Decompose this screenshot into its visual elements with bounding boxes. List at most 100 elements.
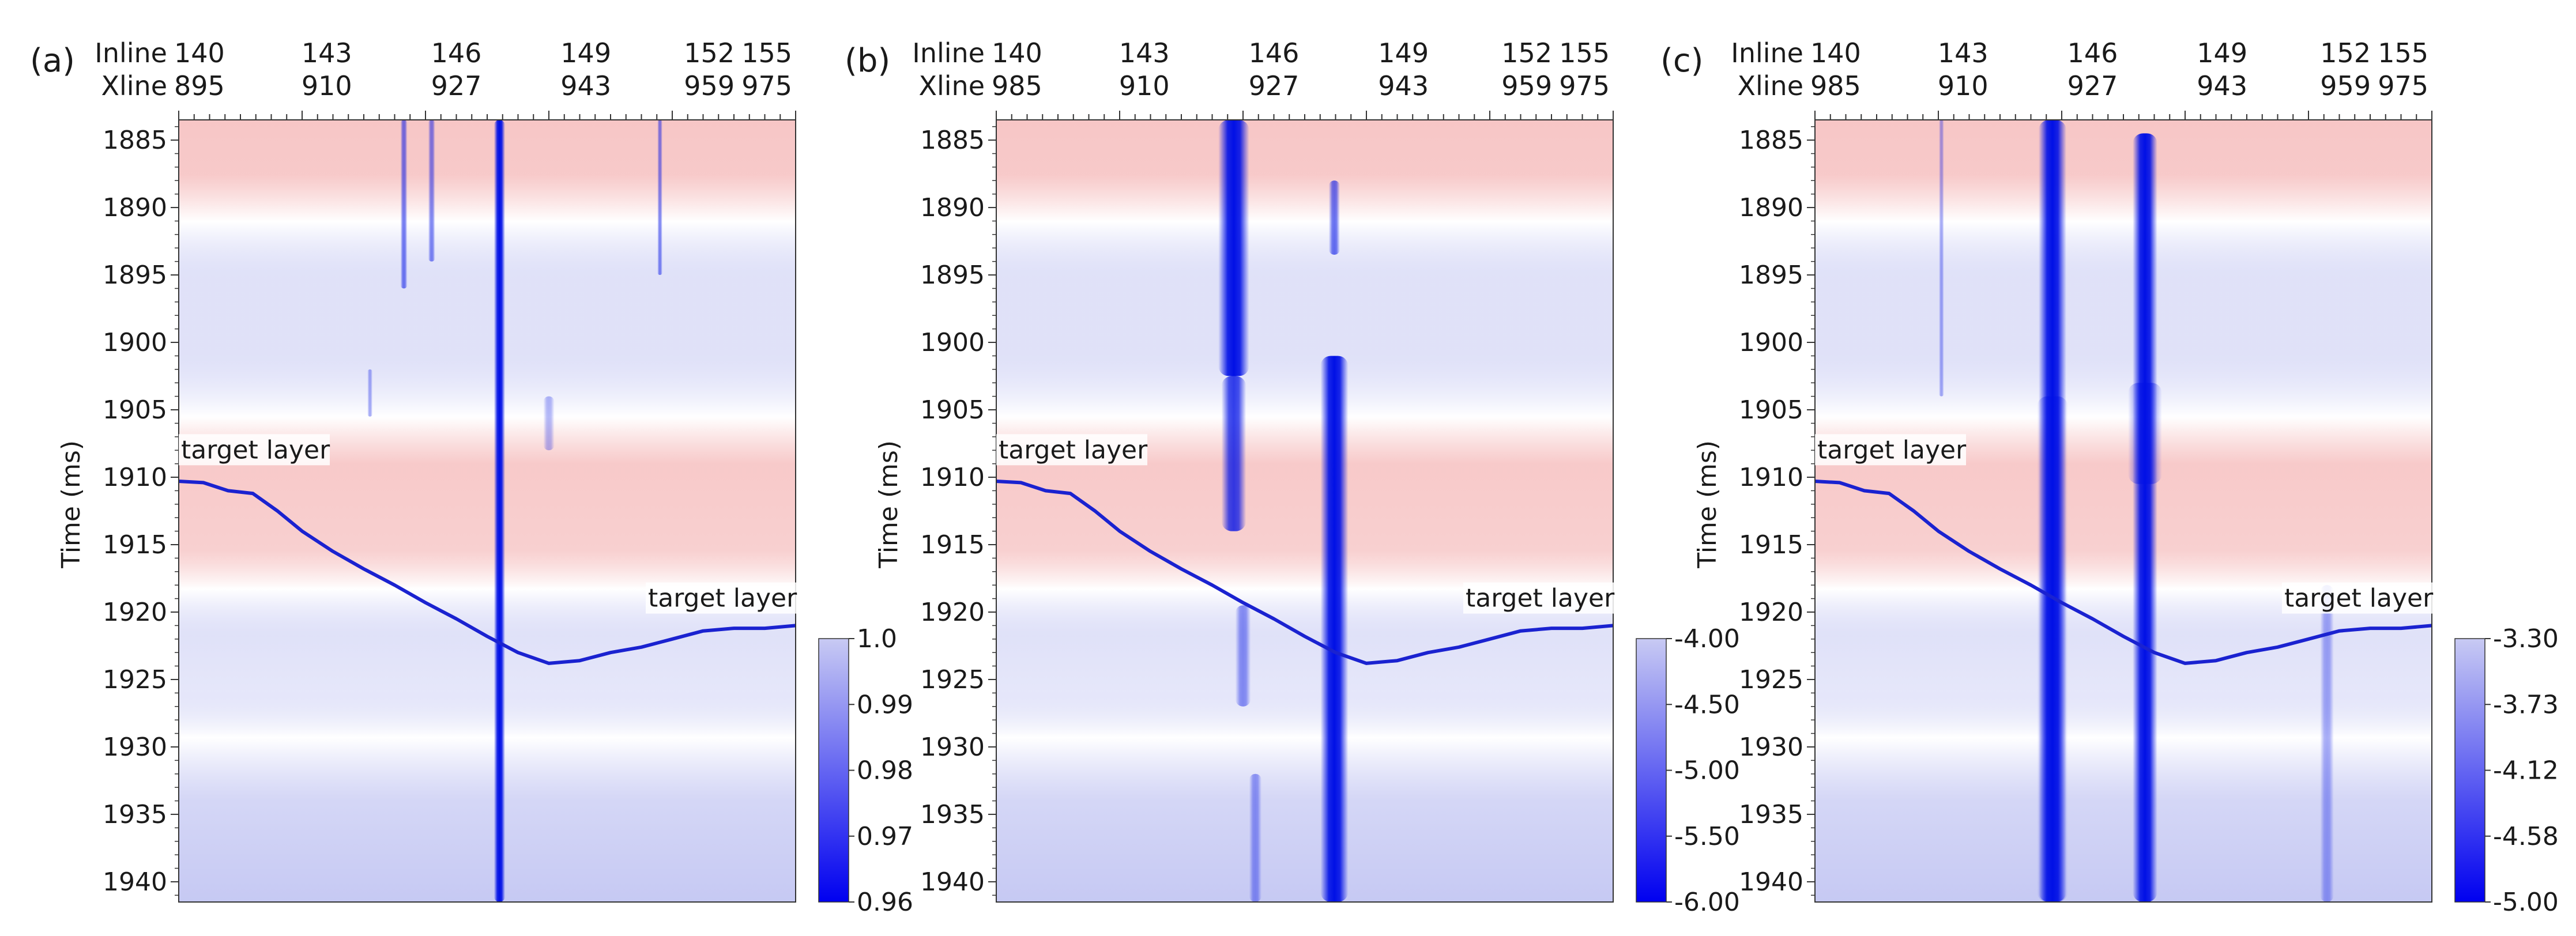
colorbar-tick-label: 0.97 <box>857 822 913 851</box>
colorbar-tick-label: -4.58 <box>2493 822 2559 851</box>
y-tick-label: 1920 <box>103 598 167 627</box>
x-tick-label: 152 <box>1501 37 1552 69</box>
heatmap-background <box>996 120 1613 902</box>
x-tick-label: 927 <box>431 70 482 101</box>
y-tick-label: 1910 <box>103 463 167 492</box>
y-axis-label: Time (ms) <box>1693 440 1722 569</box>
anomaly-column <box>1235 605 1251 707</box>
y-tick-label: 1930 <box>103 733 167 762</box>
anomaly-column <box>400 120 408 289</box>
x-tick-label: 152 <box>684 37 735 69</box>
x-tick-label: 975 <box>2378 70 2428 101</box>
y-tick-label: 1900 <box>1739 328 1803 357</box>
x-axis-row-name: Xline <box>918 70 985 101</box>
x-axis-row-name: Inline <box>95 37 167 69</box>
anomaly-column <box>1328 180 1340 255</box>
y-tick-label: 1920 <box>920 598 985 627</box>
y-tick-label: 1910 <box>920 463 985 492</box>
y-tick-label: 1940 <box>1739 867 1803 897</box>
colorbar-tick-label: 0.99 <box>857 690 913 719</box>
colorbar-tick-label: -5.00 <box>2493 888 2559 917</box>
target-layer-label-bg <box>646 582 798 614</box>
target-layer-label: target layer <box>999 435 1148 465</box>
y-tick-label: 1925 <box>103 665 167 695</box>
anomaly-column <box>657 120 662 275</box>
x-tick-label: 155 <box>2378 37 2428 69</box>
x-tick-label: 910 <box>1119 70 1170 101</box>
y-tick-label: 1900 <box>920 328 985 357</box>
x-tick-label: 985 <box>1810 70 1861 101</box>
anomaly-column <box>494 120 506 902</box>
colorbar-tick-label: 0.96 <box>857 888 913 917</box>
x-tick-label: 149 <box>2197 37 2247 69</box>
x-axis-row-name: Inline <box>912 37 985 69</box>
x-tick-label: 910 <box>302 70 352 101</box>
x-tick-label: 943 <box>560 70 611 101</box>
x-tick-label: 143 <box>1119 37 1170 69</box>
y-tick-label: 1925 <box>920 665 985 695</box>
x-tick-label: 927 <box>1249 70 1300 101</box>
y-tick-label: 1885 <box>920 126 985 155</box>
x-tick-label: 146 <box>431 37 482 69</box>
x-tick-label: 943 <box>1378 70 1429 101</box>
x-tick-label: 140 <box>992 37 1042 69</box>
panel-label: (c) <box>1660 42 1703 80</box>
y-tick-label: 1915 <box>920 530 985 560</box>
colorbar-tick-label: -4.12 <box>2493 756 2559 786</box>
x-tick-label: 140 <box>1810 37 1861 69</box>
y-tick-label: 1935 <box>103 800 167 829</box>
target-layer-label-bg <box>179 434 330 466</box>
y-tick-label: 1890 <box>920 193 985 222</box>
x-tick-label: 155 <box>1559 37 1610 69</box>
x-tick-label: 975 <box>1559 70 1610 101</box>
y-tick-label: 1895 <box>1739 261 1803 290</box>
colorbar-tick-label: -4.50 <box>1674 690 1740 719</box>
anomaly-column <box>2133 133 2157 903</box>
anomaly-column <box>1218 120 1249 376</box>
colorbar-tick-label: -3.30 <box>2493 624 2559 654</box>
colorbar <box>1636 638 1667 903</box>
x-tick-label: 943 <box>2197 70 2247 101</box>
y-tick-label: 1930 <box>920 733 985 762</box>
colorbar-tick-label: -5.00 <box>1674 756 1740 786</box>
x-tick-label: 975 <box>741 70 792 101</box>
y-tick-label: 1925 <box>1739 665 1803 695</box>
x-tick-label: 146 <box>2067 37 2118 69</box>
anomaly-column <box>2320 585 2334 902</box>
x-axis-row-name: Xline <box>1737 70 1803 101</box>
target-layer-horizon <box>178 480 796 665</box>
target-layer-horizon <box>996 480 1614 665</box>
anomaly-column <box>1320 356 1349 902</box>
y-axis-label: Time (ms) <box>874 440 903 569</box>
y-tick-label: 1935 <box>920 800 985 829</box>
y-tick-label: 1905 <box>920 395 985 425</box>
target-layer-label: target layer <box>2284 584 2434 613</box>
x-axis-row-name: Inline <box>1731 37 1803 69</box>
colorbar-tick-label: -4.00 <box>1674 624 1740 654</box>
x-tick-label: 959 <box>2320 70 2371 101</box>
target-layer-horizon <box>1814 480 2432 665</box>
y-tick-label: 1890 <box>103 193 167 222</box>
y-tick-label: 1895 <box>920 261 985 290</box>
y-tick-label: 1885 <box>1739 126 1803 155</box>
x-tick-label: 927 <box>2067 70 2118 101</box>
y-tick-label: 1905 <box>103 395 167 425</box>
y-tick-label: 1910 <box>1739 463 1803 492</box>
panel-b: Inline 140 143 146 149 152 155 Xline 985 910 927 94… <box>845 37 1740 917</box>
x-tick-label: 985 <box>992 70 1042 101</box>
x-tick-label: 959 <box>684 70 735 101</box>
colorbar-tick-label: -5.50 <box>1674 822 1740 851</box>
x-tick-label: 143 <box>302 37 352 69</box>
colorbar <box>818 638 849 903</box>
x-tick-label: 895 <box>174 70 225 101</box>
x-axis-row-name: Xline <box>101 70 167 101</box>
target-layer-label: target layer <box>648 584 797 613</box>
x-tick-label: 140 <box>174 37 225 69</box>
target-layer-label-bg <box>996 434 1147 466</box>
target-layer-label: target layer <box>181 435 330 465</box>
anomaly-column <box>1939 120 1944 397</box>
anomaly-column <box>2037 396 2068 902</box>
x-tick-label: 155 <box>741 37 792 69</box>
anomaly-column <box>367 369 372 417</box>
y-tick-label: 1890 <box>1739 193 1803 222</box>
